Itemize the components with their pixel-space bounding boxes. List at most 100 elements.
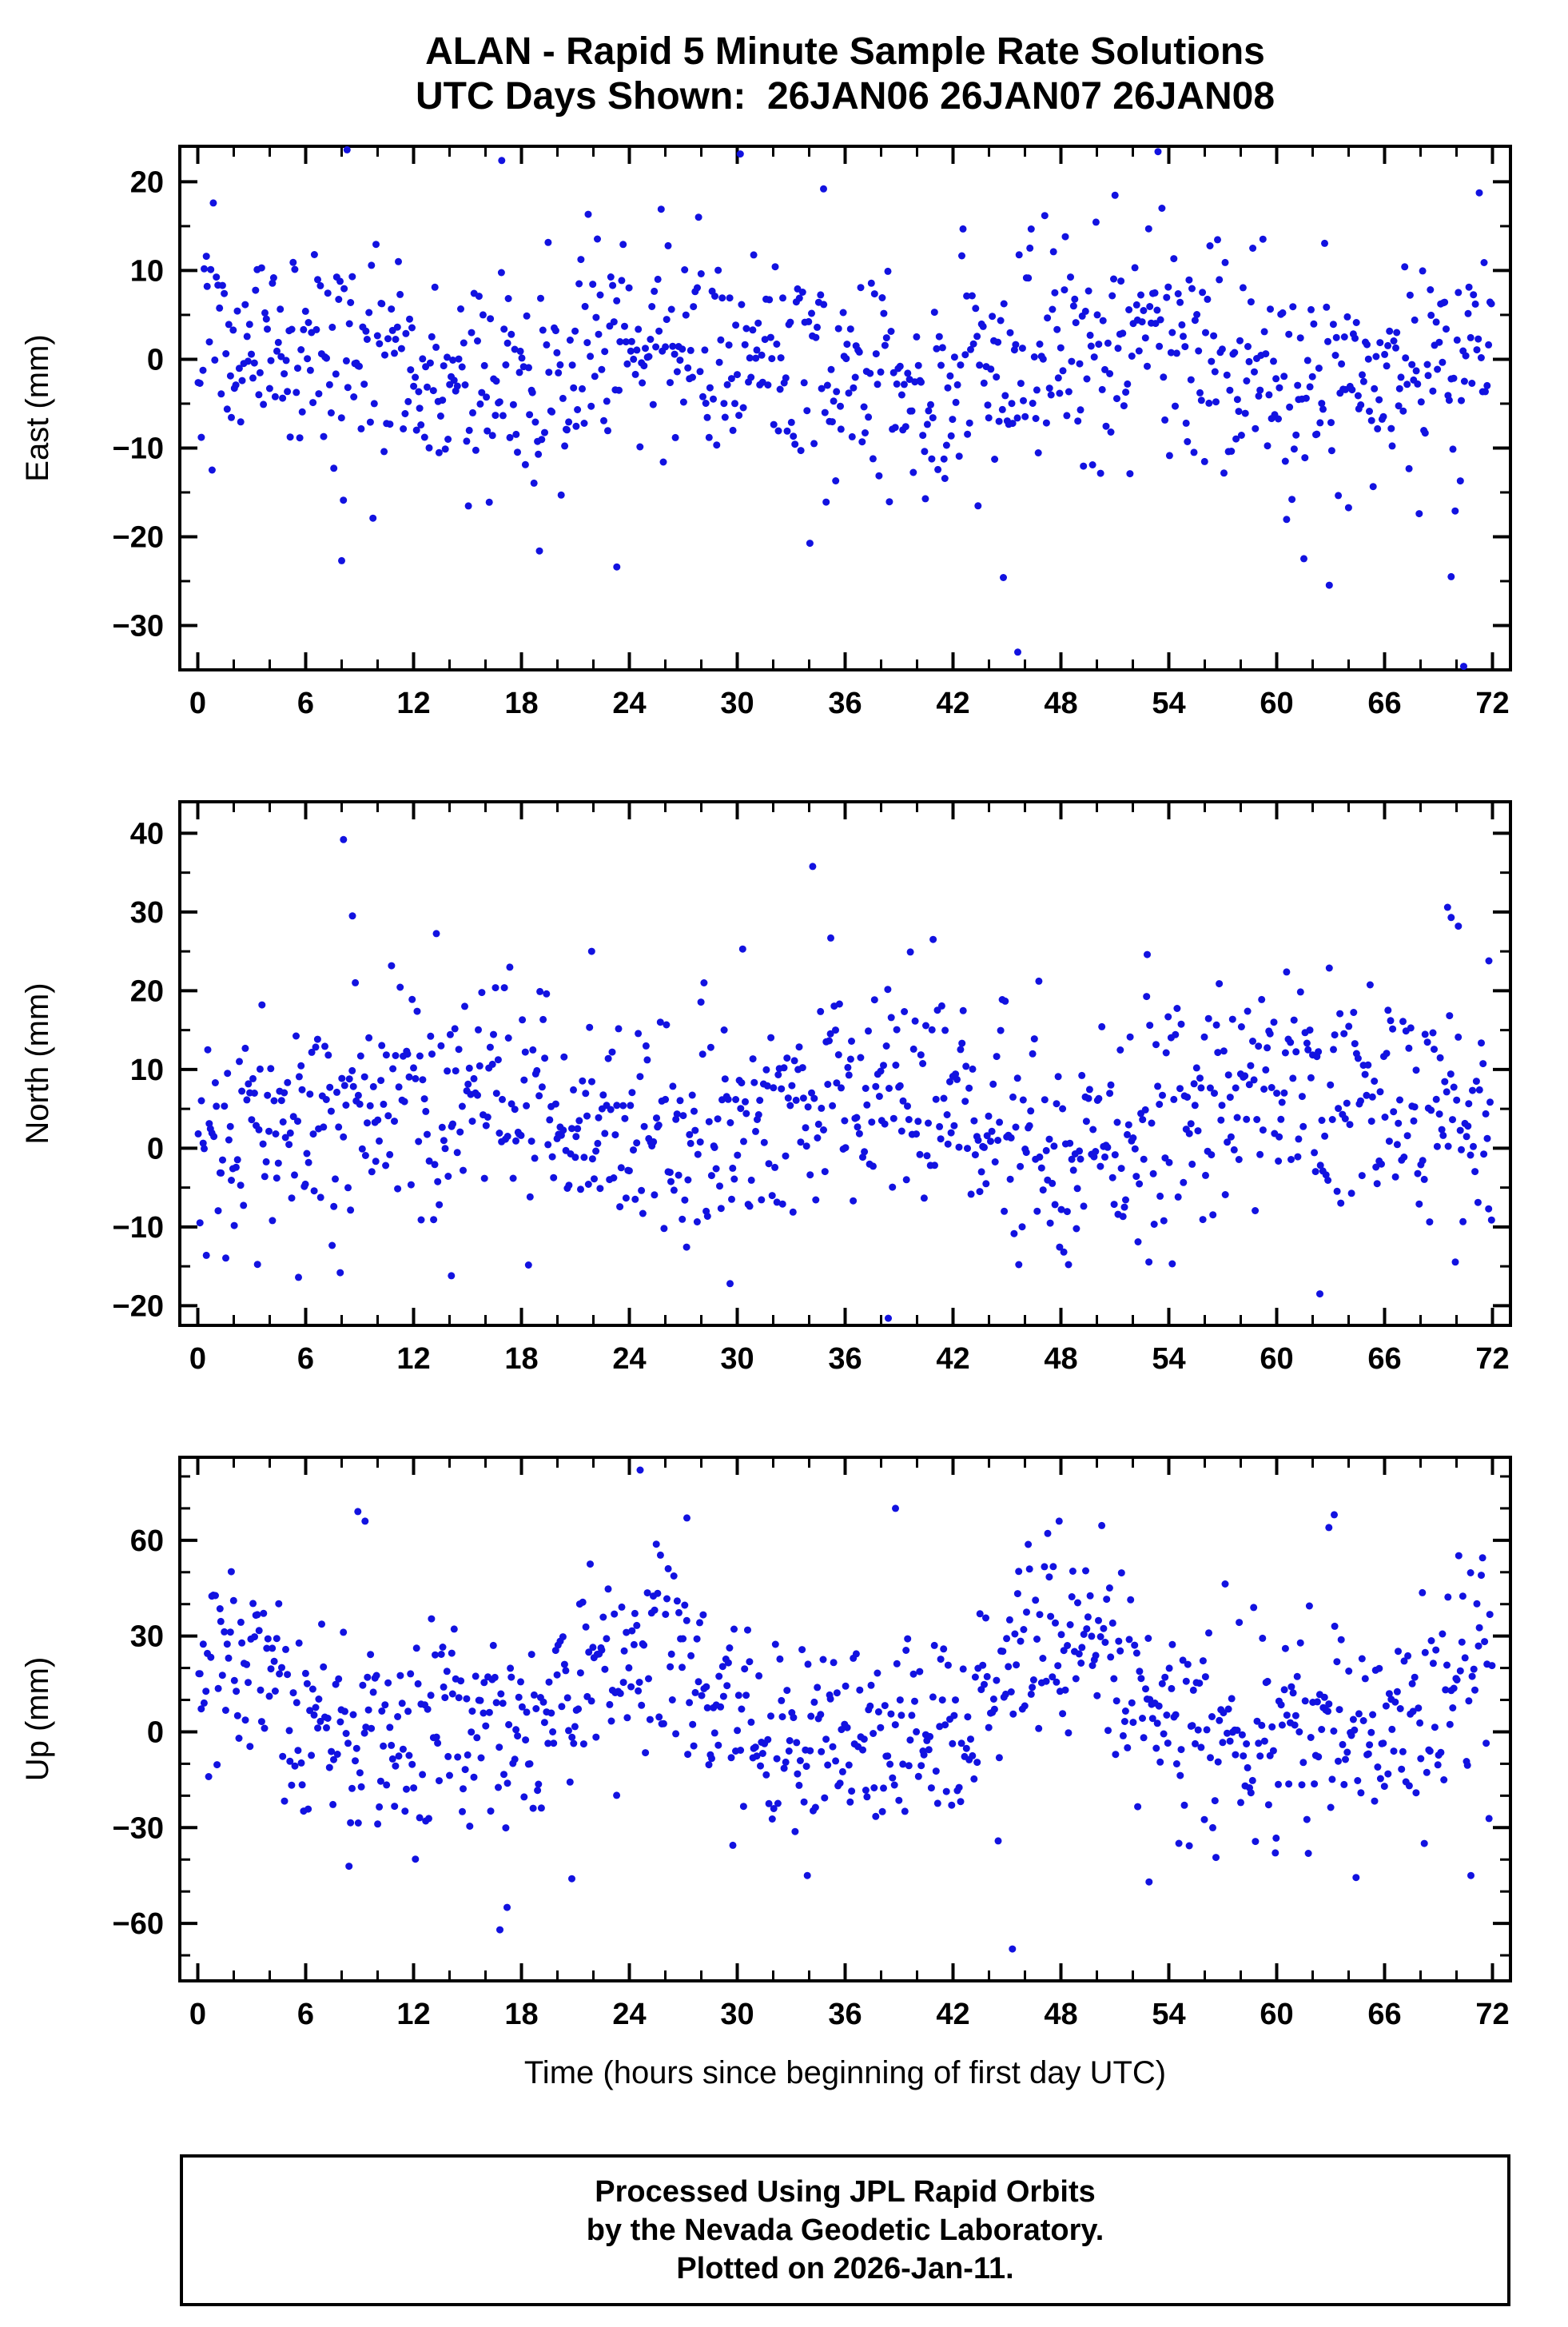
data-point bbox=[1328, 1775, 1336, 1783]
data-point bbox=[1116, 1046, 1124, 1054]
data-point bbox=[1283, 968, 1291, 976]
data-point bbox=[1165, 1664, 1173, 1672]
data-point bbox=[1328, 1116, 1336, 1123]
data-point bbox=[967, 345, 974, 353]
data-point bbox=[706, 1043, 714, 1051]
data-point bbox=[1327, 1081, 1335, 1089]
data-point bbox=[396, 983, 404, 991]
data-point bbox=[690, 1107, 698, 1115]
data-point bbox=[1218, 345, 1226, 353]
data-point bbox=[1156, 316, 1164, 324]
data-point bbox=[245, 321, 253, 329]
data-point bbox=[1243, 1740, 1251, 1747]
data-point bbox=[1211, 368, 1219, 376]
data-point bbox=[1352, 319, 1360, 326]
data-point bbox=[1325, 964, 1333, 972]
x-tick-label: 18 bbox=[504, 687, 538, 720]
data-point bbox=[416, 404, 424, 412]
data-point bbox=[1045, 385, 1053, 392]
data-point bbox=[369, 1082, 377, 1090]
data-point bbox=[911, 1697, 918, 1705]
data-point bbox=[862, 1787, 870, 1794]
data-point bbox=[345, 1075, 353, 1083]
data-point bbox=[444, 1752, 452, 1760]
data-point bbox=[715, 1672, 723, 1680]
data-point bbox=[616, 1689, 624, 1697]
data-point bbox=[802, 1142, 810, 1150]
data-point bbox=[853, 1114, 861, 1122]
data-point bbox=[520, 1793, 528, 1801]
data-point bbox=[1021, 1702, 1029, 1710]
data-point bbox=[376, 340, 384, 348]
data-point bbox=[679, 398, 687, 406]
data-point bbox=[1042, 1677, 1050, 1685]
data-point bbox=[1348, 386, 1356, 394]
data-point bbox=[763, 1082, 771, 1090]
data-point bbox=[635, 1030, 643, 1038]
data-point bbox=[1059, 1105, 1067, 1113]
data-point bbox=[251, 1633, 258, 1641]
data-point bbox=[1366, 981, 1374, 989]
data-point bbox=[528, 388, 536, 396]
data-point bbox=[217, 1169, 225, 1177]
data-point bbox=[846, 325, 854, 333]
data-point bbox=[877, 368, 885, 376]
data-point bbox=[480, 1679, 488, 1687]
x-tick-label: 36 bbox=[828, 687, 862, 720]
data-point bbox=[721, 413, 729, 421]
data-point bbox=[1088, 1632, 1096, 1640]
data-point bbox=[498, 157, 506, 165]
data-point bbox=[388, 1741, 396, 1749]
x-tick-label: 54 bbox=[1152, 1342, 1185, 1376]
data-point bbox=[922, 1022, 929, 1030]
x-tick-label: 36 bbox=[828, 1342, 862, 1376]
data-point bbox=[519, 1016, 527, 1024]
data-point bbox=[867, 279, 875, 287]
data-point bbox=[1197, 1084, 1205, 1092]
data-point bbox=[821, 1794, 829, 1802]
data-point bbox=[1291, 1721, 1299, 1729]
data-point bbox=[1015, 1568, 1023, 1576]
data-point bbox=[750, 251, 758, 259]
data-point bbox=[905, 1762, 913, 1770]
data-point bbox=[378, 1707, 386, 1715]
x-tick-label: 24 bbox=[612, 687, 646, 720]
data-point bbox=[440, 362, 448, 370]
data-point bbox=[732, 1096, 740, 1103]
data-point bbox=[425, 444, 433, 452]
data-point bbox=[273, 1174, 281, 1182]
data-point bbox=[413, 1007, 421, 1015]
data-point bbox=[560, 1660, 568, 1668]
data-point bbox=[1355, 1710, 1363, 1718]
data-point bbox=[318, 1620, 325, 1628]
data-point bbox=[1327, 419, 1335, 427]
data-point bbox=[880, 1062, 887, 1070]
data-point bbox=[933, 1799, 941, 1807]
data-point bbox=[1308, 373, 1316, 381]
data-point bbox=[1072, 1675, 1080, 1683]
data-point bbox=[1013, 1661, 1021, 1669]
data-point bbox=[1300, 555, 1307, 563]
x-tick-label: 36 bbox=[828, 1998, 862, 2031]
data-point bbox=[1068, 1593, 1076, 1600]
data-point bbox=[404, 1050, 412, 1058]
data-point bbox=[425, 1157, 433, 1165]
data-point bbox=[238, 377, 246, 385]
data-point bbox=[1450, 1684, 1458, 1692]
data-point bbox=[1266, 1030, 1274, 1038]
data-point bbox=[454, 1753, 462, 1761]
data-point bbox=[248, 350, 255, 358]
data-point bbox=[950, 1711, 958, 1719]
data-point bbox=[1372, 353, 1380, 361]
data-point bbox=[1233, 1114, 1241, 1122]
data-point bbox=[638, 1701, 646, 1709]
data-point bbox=[297, 1759, 305, 1767]
data-point bbox=[802, 1124, 810, 1132]
data-point bbox=[1388, 1725, 1396, 1733]
data-point bbox=[1208, 1713, 1216, 1720]
data-point bbox=[947, 1129, 955, 1137]
data-point bbox=[1176, 1771, 1184, 1779]
data-point bbox=[969, 1065, 977, 1073]
data-point bbox=[818, 1104, 826, 1112]
data-point bbox=[1120, 1718, 1128, 1725]
